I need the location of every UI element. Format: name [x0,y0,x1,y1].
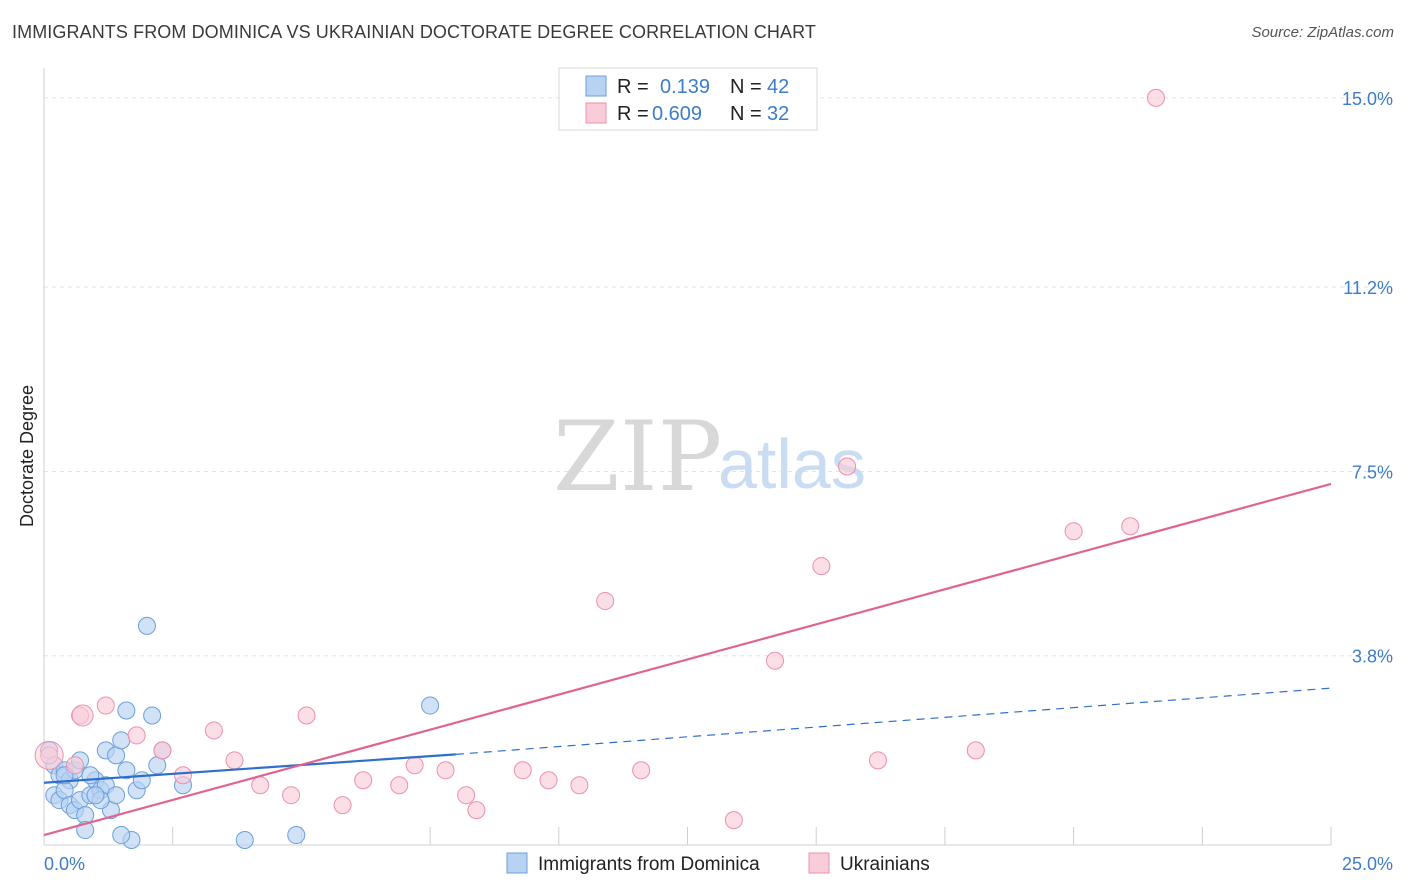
dominica-point-37 [81,766,100,785]
chart-title: IMMIGRANTS FROM DOMINICA VS UKRAINIAN DO… [12,22,816,42]
y-tick-labels: 3.8% 7.5% 11.2% 15.0% [1342,89,1393,667]
dominica-point-24 [117,701,136,720]
dominica-point-32 [148,756,167,775]
dominica-point-22 [107,746,126,765]
y-tick-label-0: 3.8% [1352,647,1393,667]
legend-n-label-1: N = [730,76,762,98]
y-tick-label-1: 7.5% [1352,462,1393,482]
series-dominica [40,616,440,850]
ukrainians-point-3 [96,696,115,715]
ukrainians-point-15 [405,756,424,775]
ukrainians-point-27 [838,457,857,476]
ukrainians-point-17 [457,786,476,805]
ukrainians-point-30 [1064,522,1083,541]
ukrainians-point-4 [127,726,146,745]
watermark: ZIP atlas [553,401,866,513]
ukrainians-point-16 [436,761,455,780]
ukrainians-trend-solid [43,482,1332,837]
ukrainians-point-21 [570,776,589,795]
legend-n-value-2: 32 [767,103,789,125]
ukrainians-point-12 [333,796,352,815]
trend-lines [43,482,1332,837]
dominica-trend-solid [43,753,456,784]
legend-n-value-1: 42 [767,76,789,98]
ukrainians-point-13 [354,771,373,790]
ukrainians-point-6 [173,766,192,785]
y-axis-label: Doctorate Degree [17,385,37,527]
bottom-legend-swatch-ukrainians [808,852,830,874]
dominica-point-36 [287,826,306,845]
ukrainians-point-29 [966,741,985,760]
dominica-point-29 [132,771,151,790]
ukrainians-point-14 [390,776,409,795]
legend-r-label-1: R = [617,76,649,98]
ukrainians-point-25 [766,651,785,670]
ukrainians-point-7 [204,721,223,740]
ukrainians-point-11 [297,706,316,725]
dominica-trend-dashed [455,687,1332,755]
y-tick-label-2: 11.2% [1343,278,1393,298]
x-tick-labels: 0.0% 25.0% [44,854,1393,874]
bottom-legend: Immigrants from Dominica Ukrainians [506,852,930,875]
legend-swatch-dominica [585,75,607,97]
legend-n-label-2: N = [730,103,762,125]
ukrainians-point-22 [596,591,615,610]
ukrainians-point-24 [724,811,743,830]
dominica-point-23 [112,731,131,750]
ukrainians-point-large-1 [71,704,94,727]
dominica-point-26 [112,826,131,845]
bottom-legend-label-dominica: Immigrants from Dominica [538,854,760,875]
ukrainians-point-31 [1121,517,1140,536]
dominica-point-30 [137,616,156,635]
x-tick-label-1: 25.0% [1342,854,1393,874]
grid-lines [44,97,1395,657]
ukrainians-point-large-0 [34,740,64,770]
dominica-point-31 [143,706,162,725]
ukrainians-point-18 [467,801,486,820]
ukrainians-point-28 [868,751,887,770]
ukrainians-point-10 [282,786,301,805]
dominica-point-40 [421,696,440,715]
dominica-point-35 [235,831,254,850]
legend-r-value-2: 0.609 [652,103,702,125]
ukrainians-point-1 [65,756,84,775]
watermark-zip: ZIP [553,401,722,513]
dominica-point-41 [86,786,105,805]
source-label: Source: ZipAtlas.com [1251,24,1394,41]
ukrainians-point-20 [539,771,558,790]
dominica-point-19 [107,786,126,805]
x-tick-marks [172,827,1332,845]
bottom-legend-label-ukrainians: Ukrainians [840,854,930,875]
legend-box: R = 0.139 N = 42 R = 0.609 N = 32 [558,67,818,131]
legend-r-value-1: 0.139 [660,76,710,98]
ukrainians-point-5 [153,741,172,760]
ukrainians-point-26 [812,557,831,576]
ukrainians-point-19 [513,761,532,780]
ukrainians-point-9 [251,776,270,795]
ukrainians-point-32 [1146,88,1165,107]
bottom-legend-swatch-dominica [506,852,528,874]
legend-r-label-2: R = [617,103,649,125]
dominica-point-27 [117,761,136,780]
x-tick-label-0: 0.0% [44,854,85,874]
ukrainians-point-8 [225,751,244,770]
y-tick-label-3: 15.0% [1342,89,1393,109]
ukrainians-point-23 [632,761,651,780]
legend-swatch-ukrainians [585,102,607,124]
